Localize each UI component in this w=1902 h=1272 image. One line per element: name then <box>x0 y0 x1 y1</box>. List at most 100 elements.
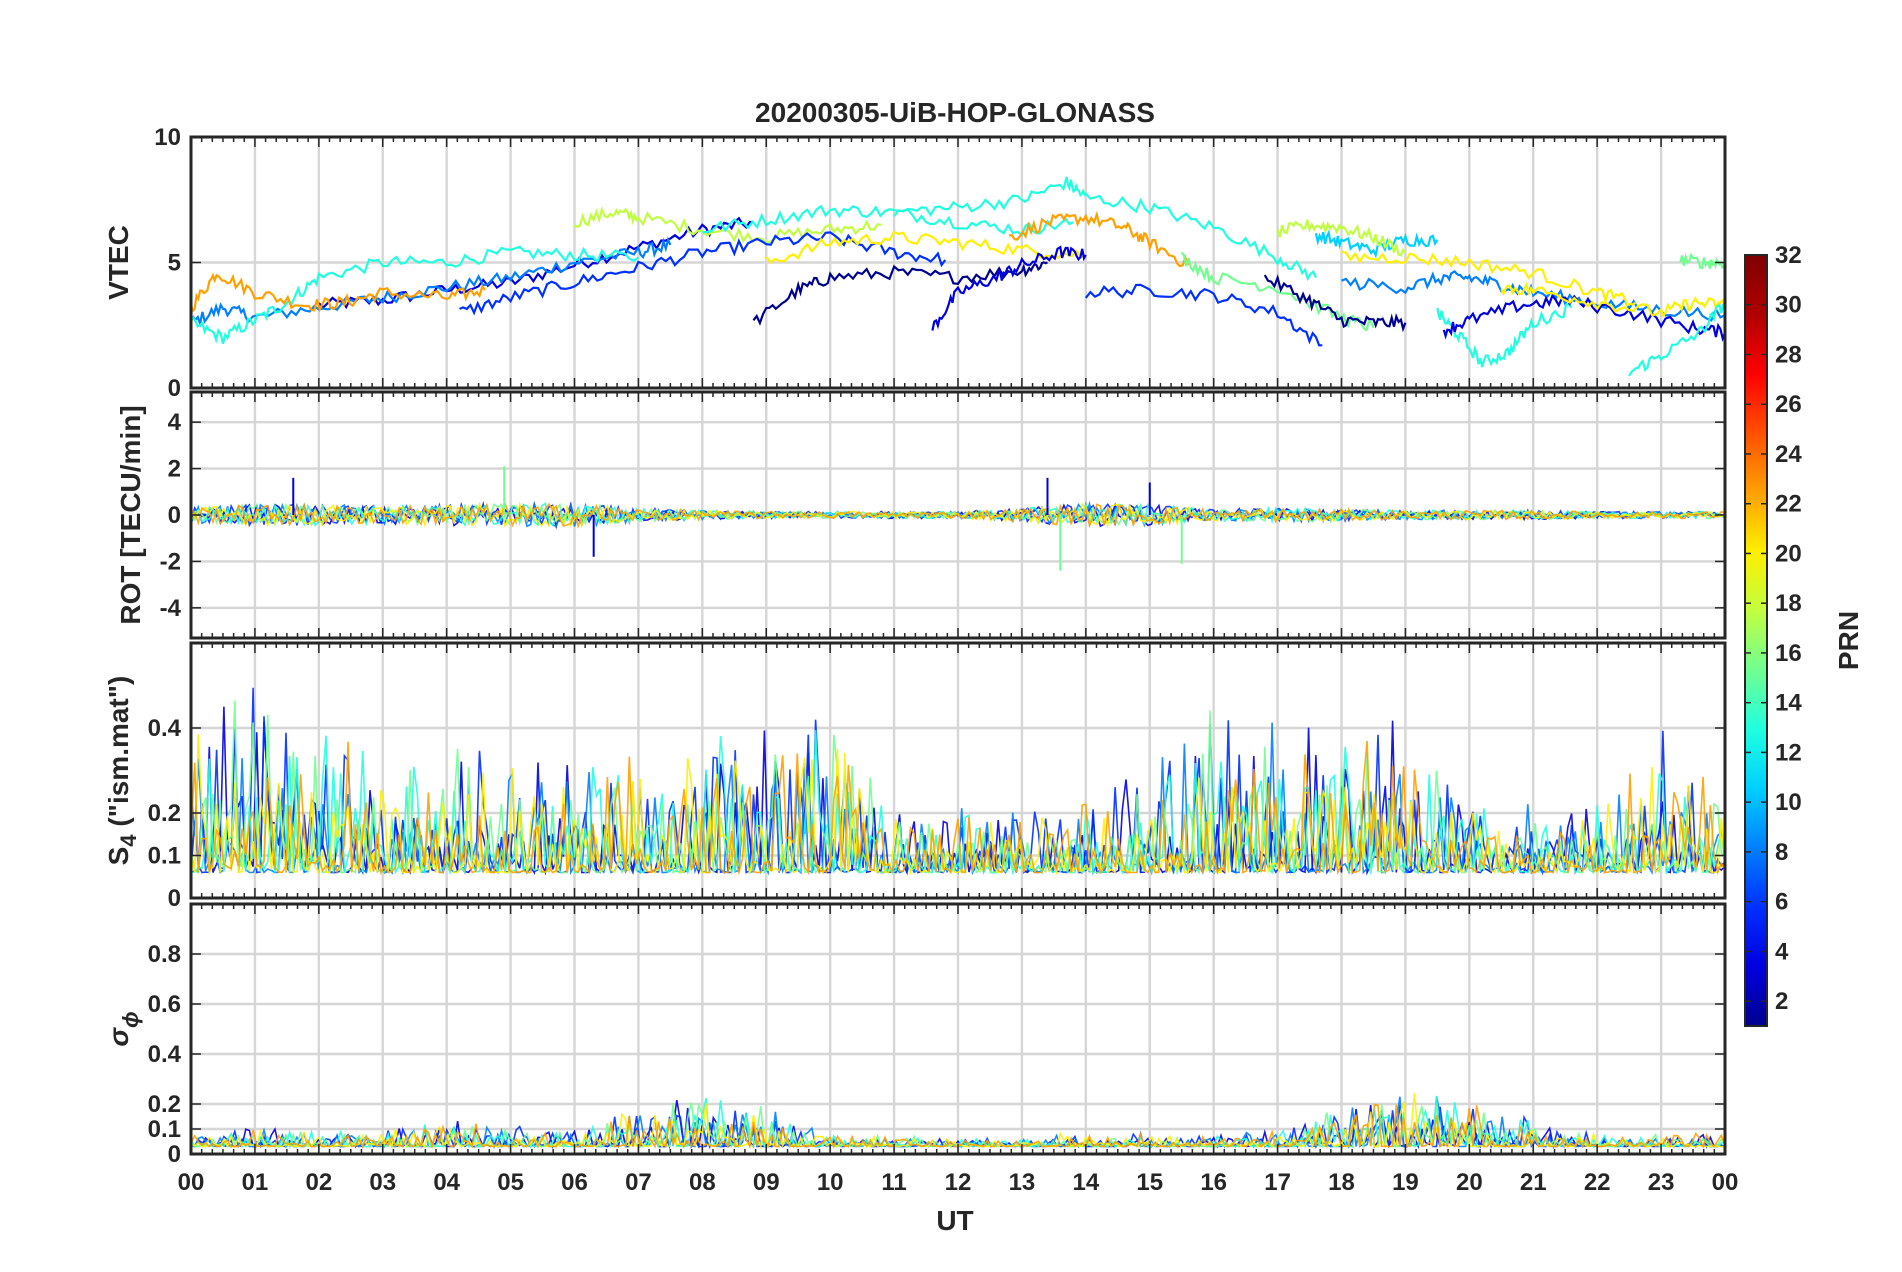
series-line-prn-19 <box>1341 250 1637 307</box>
series-line-prn-10 <box>1314 229 1439 259</box>
x-tick-label: 09 <box>753 1169 780 1196</box>
series-line-prn-14 <box>893 176 1317 282</box>
colorbar-tick-label: 14 <box>1775 690 1802 717</box>
colorbar-tick-label: 12 <box>1775 739 1802 766</box>
y-tick-label: 0.1 <box>148 843 181 870</box>
colorbar-tick-label: 28 <box>1775 341 1802 368</box>
y-axis-label-sigma_phi: σϕ <box>103 1011 143 1046</box>
x-tick-label: 17 <box>1264 1169 1291 1196</box>
x-tick-label: 14 <box>1072 1169 1099 1196</box>
series-line-prn-8 <box>191 236 672 328</box>
x-tick-label: 03 <box>369 1169 396 1196</box>
x-tick-label: 06 <box>561 1169 588 1196</box>
rot-series-prn-9 <box>191 500 1725 528</box>
y-tick-label: 0.2 <box>148 800 181 827</box>
x-tick-label: 13 <box>1009 1169 1036 1196</box>
series-line-prn-16 <box>1180 251 1375 332</box>
colorbar-tick-label: 18 <box>1775 590 1802 617</box>
series-line-prn-6 <box>1084 283 1323 347</box>
y-tick-label: 0 <box>168 502 181 529</box>
series-line-prn-22 <box>1009 210 1190 268</box>
y-tick-label: 4 <box>168 409 182 436</box>
s4-series-prn-22 <box>191 740 1725 876</box>
x-tick-label: 08 <box>689 1169 716 1196</box>
y-axis-label-s4: S4 ("ism.mat") <box>103 676 141 866</box>
x-tick-label: 00 <box>1712 1169 1739 1196</box>
x-tick-label: 21 <box>1520 1169 1547 1196</box>
y-tick-label: 0 <box>168 375 181 402</box>
colorbar-tick-label: 10 <box>1775 789 1802 816</box>
rot-series-prn-22 <box>191 501 1725 529</box>
series-line-prn-12 <box>702 204 1074 237</box>
y-tick-label: -4 <box>160 595 182 622</box>
x-tick-label: 02 <box>305 1169 332 1196</box>
colorbar-tick-label: 24 <box>1775 441 1802 468</box>
panel-s4: 0 0.1 0.2 0.4 S4 ("ism.mat") <box>103 641 1727 912</box>
series-line-prn-2 <box>752 261 1048 326</box>
y-tick-label: 5 <box>168 250 181 277</box>
x-tick-label: 10 <box>817 1169 844 1196</box>
series-line-prn-13 <box>191 245 640 345</box>
colorbar-tick-label: 20 <box>1775 540 1802 567</box>
series-line-prn-1 <box>1263 274 1407 333</box>
x-tick-label: 16 <box>1200 1169 1227 1196</box>
x-tick-label: 19 <box>1392 1169 1419 1196</box>
series-line-prn-22 <box>191 272 486 313</box>
panel-rot: -4 -2 0 2 4 ROT [TECU/min] <box>115 390 1727 640</box>
series-line-prn-17 <box>1276 219 1407 257</box>
chart-title: 20200305-UiB-HOP-GLONASS <box>755 97 1155 128</box>
series-line-prn-13 <box>1628 301 1725 377</box>
y-tick-label: 0.6 <box>148 991 181 1018</box>
x-tick-label: 00 <box>178 1169 205 1196</box>
y-tick-label: 0.4 <box>148 1041 182 1068</box>
x-tick-label: 12 <box>945 1169 972 1196</box>
rot-data <box>191 466 1725 571</box>
colorbar-gradient <box>1744 254 1768 1027</box>
x-tick-label: 01 <box>242 1169 269 1196</box>
y-tick-label: 2 <box>168 456 181 483</box>
colorbar-tick-label: 8 <box>1775 839 1788 866</box>
x-tick-label: 22 <box>1584 1169 1611 1196</box>
rot-series-prn-19 <box>191 501 1725 529</box>
colorbar-label: PRN <box>1833 611 1864 670</box>
series-line-prn-20 <box>765 230 1087 264</box>
y-tick-label: 0 <box>168 1141 181 1168</box>
colorbar-tick-label: 22 <box>1775 491 1802 518</box>
x-tick-label: 23 <box>1648 1169 1675 1196</box>
colorbar-tick-label: 6 <box>1775 889 1788 916</box>
y-axis-label-vtec: VTEC <box>103 225 134 300</box>
y-tick-label: 0 <box>168 885 181 912</box>
colorbar-tick-label: 2 <box>1775 988 1788 1015</box>
x-tick-label: 07 <box>625 1169 652 1196</box>
series-line-prn-3 <box>1442 293 1725 342</box>
y-tick-label: 0.2 <box>148 1091 181 1118</box>
s4-data <box>191 687 1725 876</box>
colorbar-tick-label: 32 <box>1775 242 1802 269</box>
x-tick-label: 04 <box>433 1169 460 1196</box>
y-tick-label: -2 <box>160 548 181 575</box>
y-tick-label: 0.4 <box>148 715 182 742</box>
panel-sigma_phi: 00.10.2 0.4 0.6 0.8 σϕ <box>103 902 1727 1168</box>
y-tick-label: 0.8 <box>148 941 181 968</box>
colorbar-tick-label: 16 <box>1775 640 1802 667</box>
x-tick-label: 18 <box>1328 1169 1355 1196</box>
x-tick-label: 15 <box>1136 1169 1163 1196</box>
y-axis-label-rot: ROT [TECU/min] <box>115 405 146 624</box>
series-line-prn-5 <box>459 231 947 316</box>
y-tick-label: 0.1 <box>148 1116 181 1143</box>
colorbar-tick-label: 4 <box>1775 938 1789 965</box>
series-line-prn-4 <box>931 245 1087 331</box>
x-tick-label: 05 <box>497 1169 524 1196</box>
series-line-prn-19 <box>1500 281 1725 318</box>
colorbar-tick-label: 26 <box>1775 391 1802 418</box>
vtec-data <box>191 176 1725 377</box>
series-line-prn-12 <box>1436 303 1573 368</box>
x-tick-label: 20 <box>1456 1169 1483 1196</box>
x-axis-label: UT <box>936 1205 973 1236</box>
y-tick-label: 10 <box>154 124 181 151</box>
panel-vtec: 0 5 10 VTEC <box>103 124 1727 402</box>
colorbar-tick-label: 30 <box>1775 292 1802 319</box>
